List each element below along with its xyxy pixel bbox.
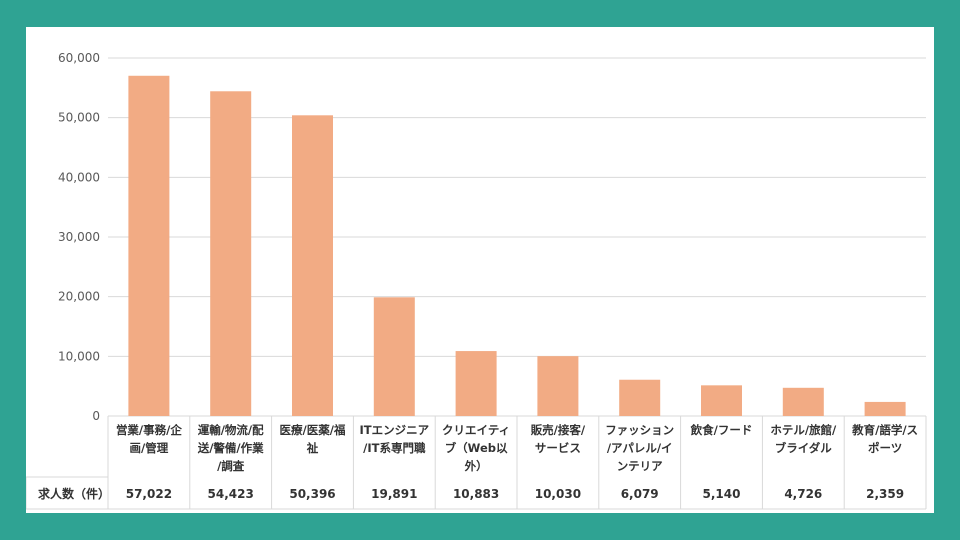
bar — [537, 356, 579, 416]
category-label: ブライダル — [775, 441, 833, 455]
data-value-label: 4,726 — [784, 487, 822, 501]
chart-panel: 0 10,000 20,000 30,000 40,000 50,000 60,000 営業/… — [26, 27, 934, 513]
data-value-label: 5,140 — [703, 487, 741, 501]
data-value-label: 10,883 — [453, 487, 499, 501]
bar — [128, 75, 170, 416]
category-label: ンテリア — [617, 459, 663, 473]
category-label: ITエンジニア — [359, 423, 429, 437]
data-value-label: 6,079 — [621, 487, 659, 501]
bar — [864, 401, 906, 416]
category-label: 販売/接客/ — [531, 423, 586, 437]
bar — [701, 385, 742, 416]
category-label: 画/管理 — [130, 441, 169, 455]
bar — [210, 91, 252, 417]
category-label: クリエイティ — [442, 423, 510, 437]
y-tick-label: 50,000 — [58, 111, 100, 125]
y-tick-label: 30,000 — [58, 230, 100, 244]
data-value-label: 50,396 — [289, 487, 335, 501]
category-label: ブ（Web以 — [445, 441, 508, 455]
bar — [782, 387, 824, 416]
category-label: /IT系専門職 — [363, 441, 426, 455]
category-label: 祉 — [306, 441, 319, 455]
category-label: /アパレル/イ — [607, 441, 673, 455]
category-label: 飲食/フード — [690, 423, 753, 437]
category-label: 医療/医薬/福 — [280, 423, 346, 437]
category-label: 送/警備/作業 — [197, 441, 264, 455]
category-label: ファッション — [605, 423, 674, 437]
bar — [455, 351, 497, 416]
data-value-label: 2,359 — [866, 487, 904, 501]
data-value-label: 19,891 — [371, 487, 417, 501]
data-value-label: 54,423 — [208, 487, 254, 501]
category-label: /調査 — [217, 459, 245, 473]
category-label: ホテル/旅館/ — [770, 423, 837, 437]
bar — [619, 379, 661, 416]
bar — [292, 115, 333, 416]
category-label: 外） — [464, 459, 488, 473]
y-tick-label: 20,000 — [58, 290, 100, 304]
data-value-label: 10,030 — [535, 487, 581, 501]
category-label: 営業/事務/企 — [116, 423, 182, 437]
category-label: 運輸/物流/配 — [198, 423, 264, 437]
y-tick-label: 10,000 — [58, 349, 100, 363]
category-label: サービス — [535, 441, 581, 455]
data-value-label: 57,022 — [126, 487, 172, 501]
y-tick-label: 60,000 — [58, 51, 100, 65]
y-tick-label: 0 — [92, 409, 100, 423]
y-tick-label: 40,000 — [58, 170, 100, 184]
category-label: ポーツ — [868, 441, 902, 455]
table-row-label: 求人数（件） — [38, 486, 110, 501]
bar — [373, 297, 415, 416]
category-label: 教育/語学/ス — [851, 423, 918, 437]
job-count-bar-chart: 0 10,000 20,000 30,000 40,000 50,000 60,000 営業/… — [26, 51, 927, 510]
